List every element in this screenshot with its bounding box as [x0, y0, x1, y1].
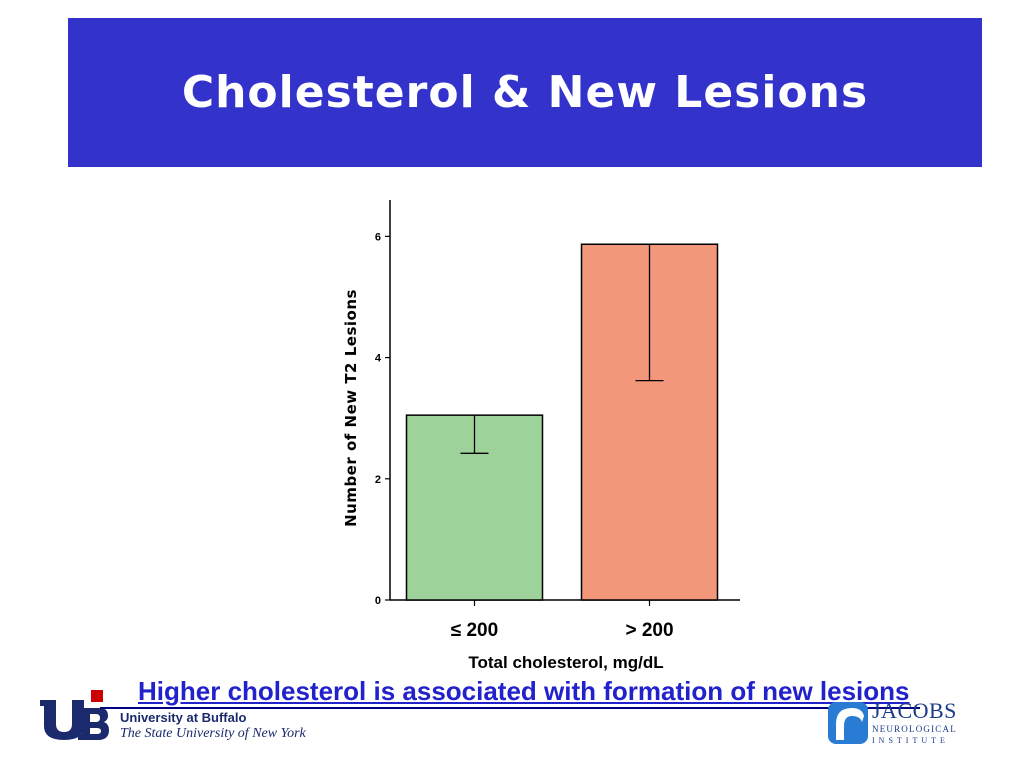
- y-axis-title: Number of New T2 Lesions: [342, 289, 360, 527]
- footer-divider: [100, 707, 920, 709]
- x-category-label: ≤ 200: [451, 620, 498, 641]
- y-tick-label: 0: [375, 595, 381, 607]
- slide-footer: University at Buffalo The State Universi…: [0, 670, 1024, 768]
- title-banner: Cholesterol & New Lesions: [68, 18, 982, 167]
- partner-name: JACOBS: [872, 698, 957, 723]
- y-tick-label: 6: [375, 231, 381, 243]
- chart-axes: 0 2 4 6 ≤ 200 > 200: [375, 200, 740, 641]
- partner-line-2: INSTITUTE: [872, 736, 949, 745]
- x-category-label: > 200: [625, 620, 673, 641]
- head-profile-icon: [828, 702, 868, 744]
- university-subline: The State University of New York: [120, 726, 306, 741]
- chart-bars: [405, 243, 719, 601]
- slide-title: Cholesterol & New Lesions: [181, 67, 869, 118]
- bullet-marker-icon: [91, 690, 103, 702]
- y-tick-label: 2: [375, 474, 381, 486]
- bar-1: [405, 414, 544, 601]
- bullet-text: Higher cholesterol is associated with fo…: [138, 676, 910, 706]
- y-tick-label: 4: [375, 353, 382, 365]
- partner-line-1: NEUROLOGICAL: [872, 724, 957, 734]
- jacobs-logo: JACOBS NEUROLOGICAL INSTITUTE: [826, 696, 966, 748]
- ub-logo-icon: [40, 700, 109, 740]
- x-axis-title: Total cholesterol, mg/dL: [468, 653, 663, 672]
- university-name: University at Buffalo: [120, 710, 247, 725]
